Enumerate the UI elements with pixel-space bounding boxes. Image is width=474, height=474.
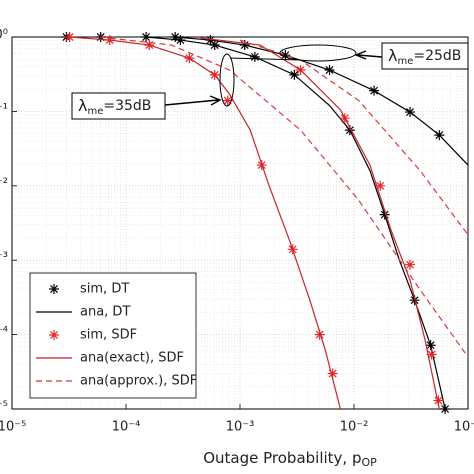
legend-label: sim, DT — [80, 282, 129, 297]
plot-frame — [11, 36, 469, 410]
y-tick-label: 10⁻⁴ — [0, 325, 8, 340]
annotation-arrow — [164, 95, 222, 106]
y-tick-label: 10⁻¹ — [0, 102, 8, 117]
x-tick-label: 10⁻² — [340, 420, 369, 435]
marker — [141, 32, 152, 42]
marker — [327, 368, 338, 379]
annotation: λme=25dB — [388, 46, 461, 68]
annotation-symbol: λ — [388, 46, 397, 65]
annotation-subscript: me — [397, 56, 413, 67]
x-tick-label: 10⁻¹ — [454, 420, 474, 435]
marker — [170, 32, 181, 42]
annotation-arrow — [354, 50, 383, 60]
annotation: λme=35dB — [78, 96, 151, 118]
marker — [433, 395, 444, 406]
annotation-box — [71, 92, 166, 120]
x-axis-label-text: Outage Probability, p — [203, 449, 361, 467]
x-axis-label-subscript: OP — [361, 456, 377, 469]
legend-label: ana(exact), SDF — [80, 351, 184, 366]
annotation-box — [381, 42, 469, 70]
series-line — [200, 37, 440, 410]
annotation-symbol: λ — [78, 96, 87, 115]
legend-label: ana(approx.), SDF — [80, 374, 197, 389]
x-tick-label: 10⁻⁵ — [0, 420, 26, 435]
legend-label: sim, SDF — [80, 328, 137, 343]
plot-area — [61, 32, 469, 414]
y-tick-label: 10⁻³ — [0, 251, 8, 266]
y-tick-label: 10⁻⁵ — [0, 400, 8, 415]
marker — [375, 180, 386, 191]
y-tick-label: 10⁻² — [0, 176, 8, 191]
marker — [314, 329, 325, 340]
legend-label: ana, DT — [80, 305, 130, 320]
series-line — [69, 36, 341, 410]
annotation-subscript: me — [87, 106, 103, 117]
annotation-text: =35dB — [103, 98, 151, 114]
annotation-text: =25dB — [413, 48, 461, 64]
x-axis-label: Outage Probability, pOP — [203, 449, 377, 470]
series-line — [99, 36, 469, 358]
y-tick-label: 10⁰ — [0, 28, 8, 43]
x-tick-label: 10⁻³ — [226, 420, 255, 435]
legend-marker — [49, 284, 59, 294]
annotation-line — [229, 57, 301, 61]
annotation-ellipse — [279, 44, 357, 62]
series-line — [175, 36, 469, 166]
x-tick-label: 10⁻⁴ — [112, 420, 141, 435]
marker — [405, 259, 416, 270]
marker — [222, 95, 233, 106]
legend-marker — [49, 330, 59, 340]
annotation-ellipse — [219, 53, 235, 107]
marker — [426, 349, 437, 360]
